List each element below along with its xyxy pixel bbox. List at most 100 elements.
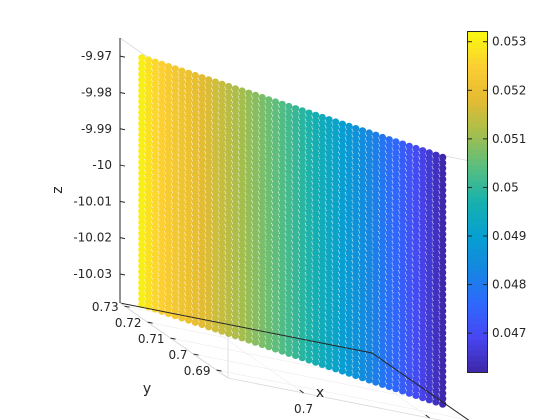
- data-point: [439, 307, 447, 315]
- data-point: [365, 206, 373, 214]
- data-point: [419, 289, 427, 297]
- data-point: [211, 210, 219, 218]
- data-point: [439, 186, 447, 194]
- data-point: [138, 92, 146, 100]
- data-point: [358, 182, 367, 190]
- data-point: [318, 141, 326, 149]
- data-point: [245, 177, 253, 185]
- data-point: [345, 128, 353, 136]
- data-point: [358, 352, 367, 360]
- data-point: [298, 304, 306, 312]
- data-point: [178, 248, 186, 256]
- data-point: [432, 179, 440, 187]
- data-point: [265, 101, 273, 109]
- data-point: [211, 248, 219, 256]
- data-point: [285, 272, 293, 281]
- data-point: [385, 311, 393, 319]
- data-point: [392, 182, 400, 190]
- data-point: [405, 290, 413, 298]
- data-point: [138, 59, 146, 67]
- data-point: [205, 103, 213, 111]
- data-point: [399, 178, 407, 187]
- data-point: [191, 154, 199, 162]
- data-point: [432, 299, 440, 307]
- data-point: [225, 192, 233, 200]
- data-point: [151, 206, 159, 214]
- data-point: [298, 299, 306, 307]
- data-point: [352, 322, 360, 330]
- data-point: [412, 194, 420, 202]
- data-point: [352, 317, 360, 325]
- data-point: [432, 277, 440, 285]
- data-point: [298, 134, 306, 142]
- data-point: [439, 356, 447, 364]
- data-point: [164, 106, 173, 115]
- data-point: [158, 165, 166, 173]
- data-point: [178, 160, 186, 168]
- data-point: [305, 224, 313, 232]
- data-point: [251, 272, 260, 280]
- data-point: [312, 215, 320, 224]
- data-point: [425, 220, 433, 228]
- data-point: [245, 303, 253, 311]
- data-point: [312, 331, 320, 339]
- data-point: [171, 240, 179, 248]
- data-point: [278, 237, 286, 245]
- data-point: [392, 379, 400, 387]
- data-point: [425, 215, 433, 223]
- data-point: [305, 202, 313, 210]
- data-point: [211, 160, 219, 168]
- data-point: [312, 183, 320, 191]
- data-point: [158, 77, 166, 85]
- data-point: [298, 145, 306, 153]
- data-point: [292, 159, 300, 168]
- data-point: [178, 281, 186, 289]
- data-point: [399, 233, 407, 241]
- data-point: [251, 289, 260, 297]
- data-point: [265, 162, 273, 170]
- data-point: [325, 171, 333, 179]
- data-point: [258, 143, 266, 151]
- data-point: [144, 122, 153, 130]
- data-point: [164, 238, 173, 246]
- data-point: [144, 83, 153, 91]
- data-point: [399, 327, 407, 335]
- data-point: [292, 308, 300, 316]
- data-point: [292, 253, 300, 261]
- data-point: [305, 328, 313, 337]
- data-point: [312, 226, 320, 235]
- data-point: [158, 115, 166, 123]
- data-point: [185, 173, 193, 182]
- data-point: [405, 214, 413, 222]
- data-point: [238, 186, 246, 194]
- data-point: [144, 237, 153, 245]
- data-point: [405, 170, 413, 178]
- data-point: [185, 300, 193, 308]
- data-point: [419, 196, 427, 204]
- data-point: [285, 218, 293, 226]
- data-point: [278, 221, 286, 229]
- data-point: [345, 188, 353, 196]
- data-point: [352, 240, 360, 248]
- data-point: [318, 295, 326, 303]
- data-point: [158, 121, 166, 129]
- data-point: [138, 213, 146, 221]
- data-point: [365, 354, 373, 362]
- data-point: [338, 279, 346, 287]
- data-point: [151, 256, 159, 264]
- data-point: [164, 298, 173, 307]
- data-point: [365, 195, 373, 203]
- data-point: [439, 164, 447, 172]
- data-point: [158, 219, 166, 228]
- data-point: [412, 243, 420, 251]
- data-point: [425, 368, 433, 376]
- colorbar-tick-label: 0.05: [492, 180, 519, 194]
- floor-grid-y-0: [216, 369, 469, 420]
- data-point: [191, 115, 199, 123]
- data-point: [178, 264, 186, 273]
- data-point: [305, 142, 313, 150]
- data-point: [372, 257, 380, 265]
- data-point: [325, 242, 333, 250]
- data-point: [298, 162, 306, 170]
- data-point: [318, 251, 326, 259]
